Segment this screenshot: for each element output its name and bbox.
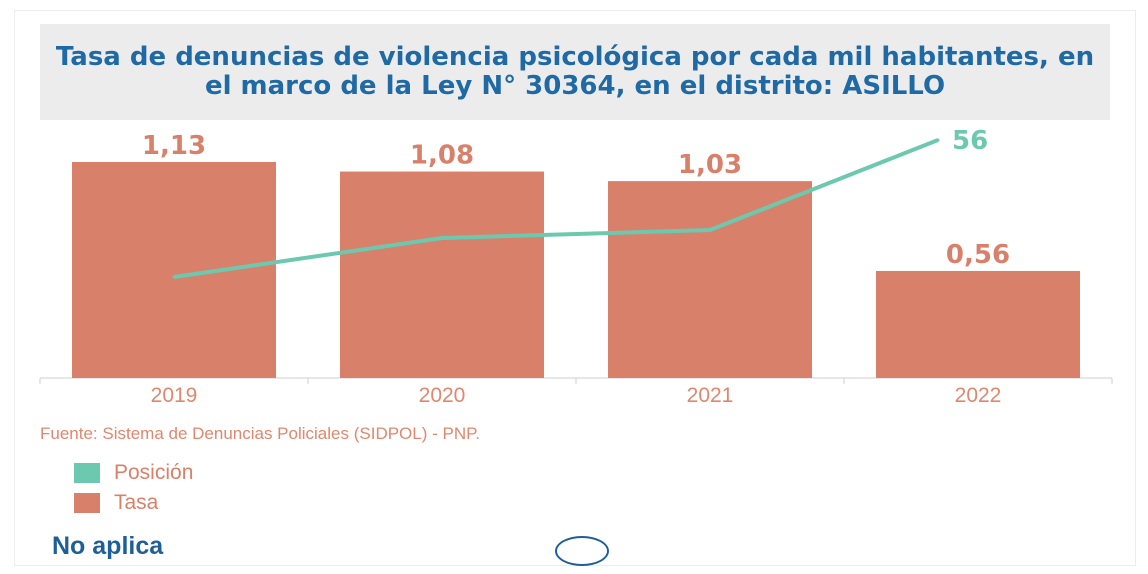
posicion-line	[173, 138, 939, 279]
chart-title-box: Tasa de denuncias de violencia psicológi…	[40, 24, 1110, 120]
posicion-value-label: 56	[952, 126, 988, 156]
chart-title: Tasa de denuncias de violencia psicológi…	[55, 42, 1095, 101]
bar-2019	[72, 162, 276, 378]
bar-value-label: 1,03	[678, 150, 742, 180]
legend-swatch-posicion	[74, 463, 100, 483]
x-tick-label: 2020	[419, 384, 466, 407]
bar-2021	[608, 181, 812, 378]
legend-label-tasa: Tasa	[114, 491, 159, 514]
x-tick-label: 2019	[151, 384, 198, 407]
legend-label-posicion: Posición	[114, 461, 194, 484]
bar-value-label: 1,08	[410, 141, 474, 171]
bar-value-label: 1,13	[142, 131, 206, 161]
bar-2020	[340, 171, 544, 378]
legend-swatch-tasa	[74, 493, 100, 513]
legend: Posición Tasa	[74, 458, 193, 518]
posicion-point	[440, 236, 444, 240]
radio-circle-icon[interactable]	[555, 536, 609, 566]
x-tick-label: 2021	[687, 384, 734, 407]
bar-value-label: 0,56	[946, 240, 1010, 270]
status-text: No aplica	[52, 532, 164, 560]
posicion-point	[936, 138, 940, 142]
legend-item-tasa: Tasa	[74, 488, 193, 518]
posicion-point	[172, 275, 176, 279]
posicion-point	[708, 228, 712, 232]
bar-2022	[876, 270, 1080, 378]
source-note: Fuente: Sistema de Denuncias Policiales …	[40, 424, 480, 443]
x-tick-label: 2022	[955, 384, 1002, 407]
chart-plot: 1,13 1,08 1,03 0,56 2019 2020 2021 2022 56	[39, 126, 1113, 407]
legend-item-posicion: Posición	[74, 458, 193, 488]
